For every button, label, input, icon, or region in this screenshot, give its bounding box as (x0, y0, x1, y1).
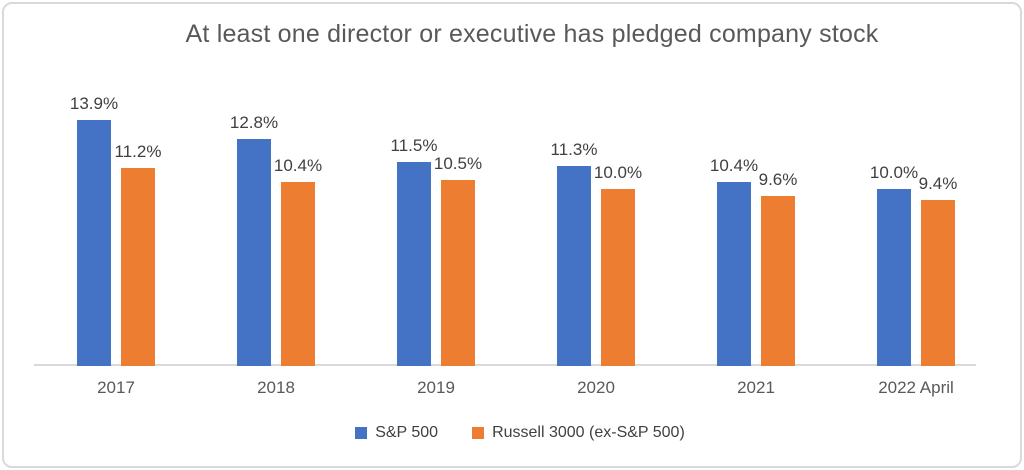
data-label-russell-3000-ex-s-p-500-2019: 10.5% (433, 154, 483, 173)
x-axis-label-2018: 2018 (257, 378, 295, 397)
bar-russell-3000-ex-s-p-500-2019 (441, 180, 475, 366)
legend-swatch-icon (355, 427, 368, 439)
legend: S&P 500 Russell 3000 (ex-S&P 500) (4, 424, 1020, 442)
data-label-russell-3000-ex-s-p-500-2018: 10.4% (273, 156, 323, 175)
x-axis-line (34, 364, 976, 366)
bar-russell-3000-ex-s-p-500-2020 (601, 189, 635, 366)
x-axis-label-2021: 2021 (737, 378, 775, 397)
bar-russell-3000-ex-s-p-500-2017 (121, 168, 155, 366)
data-label-s-p-500-2020: 11.3% (550, 140, 598, 159)
x-axis-labels: 2017 2018 2019 2020 2021 2022 April (4, 378, 1020, 402)
data-label-russell-3000-ex-s-p-500-2020: 10.0% (593, 163, 643, 182)
data-label-russell-3000-ex-s-p-500-2021: 9.6% (758, 170, 798, 189)
data-label-russell-3000-ex-s-p-500-2017: 11.2% (114, 142, 162, 161)
data-label-s-p-500-2019: 11.5% (390, 136, 438, 155)
legend-item-s-p-500: S&P 500 (355, 424, 438, 442)
plot-area: 13.9% 11.2% 12.8% 10.4% 11.5% 10.5% 11.3% 10.0%… (4, 4, 1020, 366)
x-axis-label-2020: 2020 (577, 378, 615, 397)
data-label-s-p-500-2018: 12.8% (229, 113, 279, 132)
bar-s-p-500-2021 (717, 182, 751, 366)
data-label-russell-3000-ex-s-p-500-2022-april: 9.4% (918, 174, 958, 193)
bar-russell-3000-ex-s-p-500-2022-april (921, 200, 955, 366)
bar-russell-3000-ex-s-p-500-2018 (281, 182, 315, 366)
bar-s-p-500-2022-april (877, 189, 911, 366)
data-label-s-p-500-2022-april: 10.0% (869, 163, 919, 182)
chart-title: At least one director or executive has p… (185, 20, 879, 48)
legend-swatch-icon (472, 427, 485, 439)
legend-item-russell-3000-ex-s-p-500: Russell 3000 (ex-S&P 500) (472, 424, 685, 442)
bar-s-p-500-2017 (77, 120, 111, 366)
bar-russell-3000-ex-s-p-500-2021 (761, 196, 795, 366)
data-label-s-p-500-2017: 13.9% (69, 94, 119, 113)
bar-s-p-500-2018 (237, 139, 271, 366)
legend-label: S&P 500 (375, 424, 439, 441)
data-label-s-p-500-2021: 10.4% (709, 156, 759, 175)
x-axis-label-2017: 2017 (97, 378, 135, 397)
legend-label: Russell 3000 (ex-S&P 500) (492, 424, 685, 441)
bar-s-p-500-2020 (557, 166, 591, 366)
x-axis-label-2022-april: 2022 April (878, 378, 954, 397)
bar-s-p-500-2019 (397, 162, 431, 366)
x-axis-label-2019: 2019 (417, 378, 455, 397)
